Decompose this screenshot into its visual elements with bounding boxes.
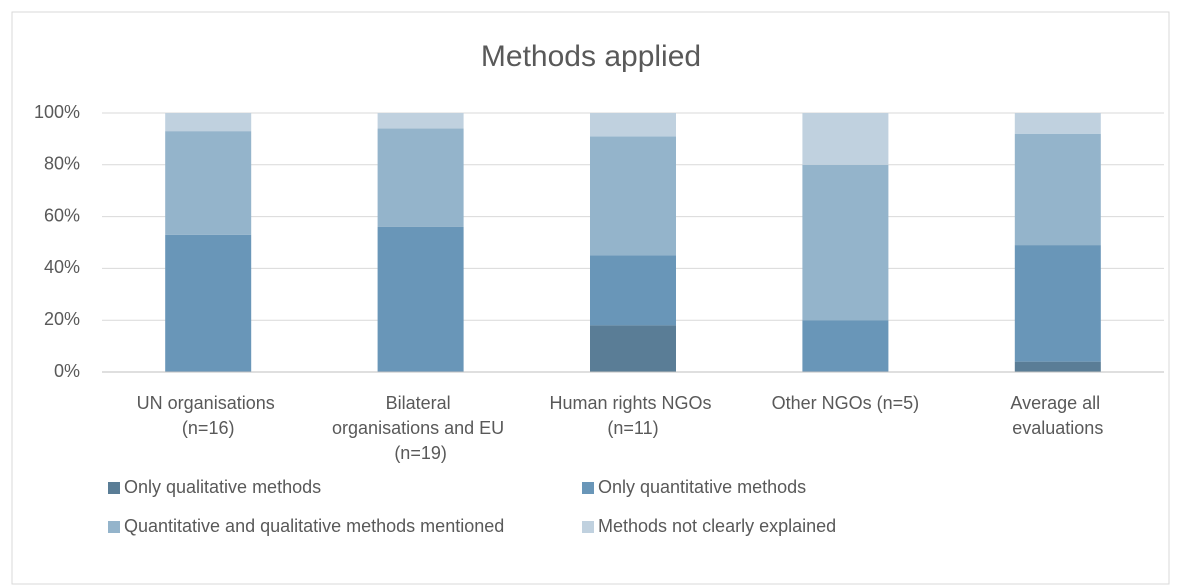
legend-label: Only quantitative methods [598, 477, 806, 497]
bar-segment [802, 113, 889, 165]
y-tick-label: 80% [44, 154, 80, 174]
x-tick-label: UN organisations (n=16) [137, 393, 280, 438]
x-tick-label: Bilateral organisations and EU (n=19) [332, 393, 509, 463]
bar-segment [1014, 113, 1101, 134]
x-tick-label: Human rights NGOs (n=11) [549, 393, 716, 438]
y-tick-label: 60% [44, 205, 80, 225]
y-tick-label: 40% [44, 257, 80, 277]
legend-swatch [582, 482, 594, 494]
bar-segment [802, 164, 889, 321]
bar-segment [590, 113, 676, 137]
chart-title: Methods applied [481, 40, 701, 73]
x-tick-label: Average all evaluations [1010, 393, 1105, 438]
bar-segment [377, 226, 464, 372]
bar-segment [165, 234, 252, 372]
y-tick-label: 0% [54, 361, 80, 381]
bar-segment [165, 113, 252, 132]
bar-segment [590, 136, 676, 256]
bar-segment [165, 131, 252, 235]
legend-label: Methods not clearly explained [598, 516, 836, 536]
x-tick-label: Other NGOs (n=5) [772, 393, 920, 413]
bar-segment [377, 128, 464, 227]
legend-label: Only qualitative methods [124, 477, 321, 497]
bar-segment [590, 325, 676, 372]
legend-swatch [582, 521, 594, 533]
bar-segment [1014, 361, 1101, 372]
y-tick-label: 100% [34, 102, 80, 122]
bar-segment [377, 113, 464, 129]
bar-segment [1014, 245, 1101, 362]
y-tick-label: 20% [44, 309, 80, 329]
legend-label: Quantitative and qualitative methods men… [124, 516, 504, 536]
bar-segment [1014, 133, 1101, 246]
bar-segment [802, 320, 889, 372]
bar-segment [590, 255, 676, 326]
legend-swatch [108, 521, 120, 533]
legend-swatch [108, 482, 120, 494]
